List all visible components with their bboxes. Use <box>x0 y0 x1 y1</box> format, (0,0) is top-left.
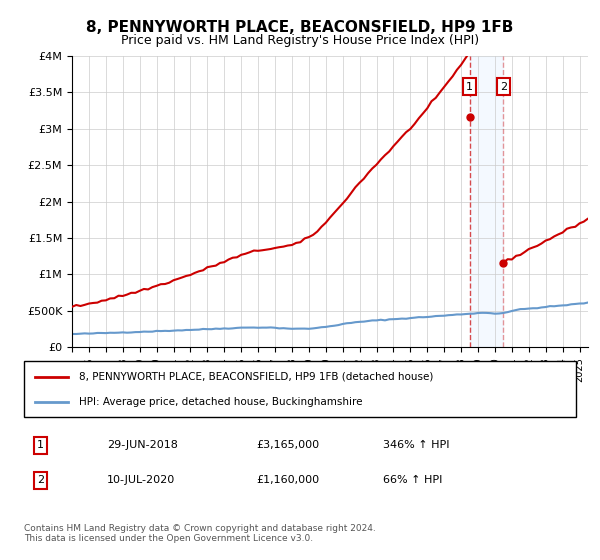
Text: 10-JUL-2020: 10-JUL-2020 <box>107 475 175 486</box>
Text: £3,165,000: £3,165,000 <box>256 440 319 450</box>
Text: HPI: Average price, detached house, Buckinghamshire: HPI: Average price, detached house, Buck… <box>79 396 362 407</box>
Text: 2: 2 <box>37 475 44 486</box>
Text: Contains HM Land Registry data © Crown copyright and database right 2024.
This d: Contains HM Land Registry data © Crown c… <box>24 524 376 543</box>
Text: £1,160,000: £1,160,000 <box>256 475 319 486</box>
Text: 346% ↑ HPI: 346% ↑ HPI <box>383 440 449 450</box>
Text: 2: 2 <box>500 82 507 92</box>
Text: 1: 1 <box>37 440 44 450</box>
Text: 66% ↑ HPI: 66% ↑ HPI <box>383 475 442 486</box>
Text: 8, PENNYWORTH PLACE, BEACONSFIELD, HP9 1FB: 8, PENNYWORTH PLACE, BEACONSFIELD, HP9 1… <box>86 20 514 35</box>
Text: 29-JUN-2018: 29-JUN-2018 <box>107 440 178 450</box>
Text: Price paid vs. HM Land Registry's House Price Index (HPI): Price paid vs. HM Land Registry's House … <box>121 34 479 46</box>
Bar <box>470 56 503 347</box>
FancyBboxPatch shape <box>24 361 576 417</box>
Text: 1: 1 <box>466 82 473 92</box>
Text: 8, PENNYWORTH PLACE, BEACONSFIELD, HP9 1FB (detached house): 8, PENNYWORTH PLACE, BEACONSFIELD, HP9 1… <box>79 372 434 382</box>
